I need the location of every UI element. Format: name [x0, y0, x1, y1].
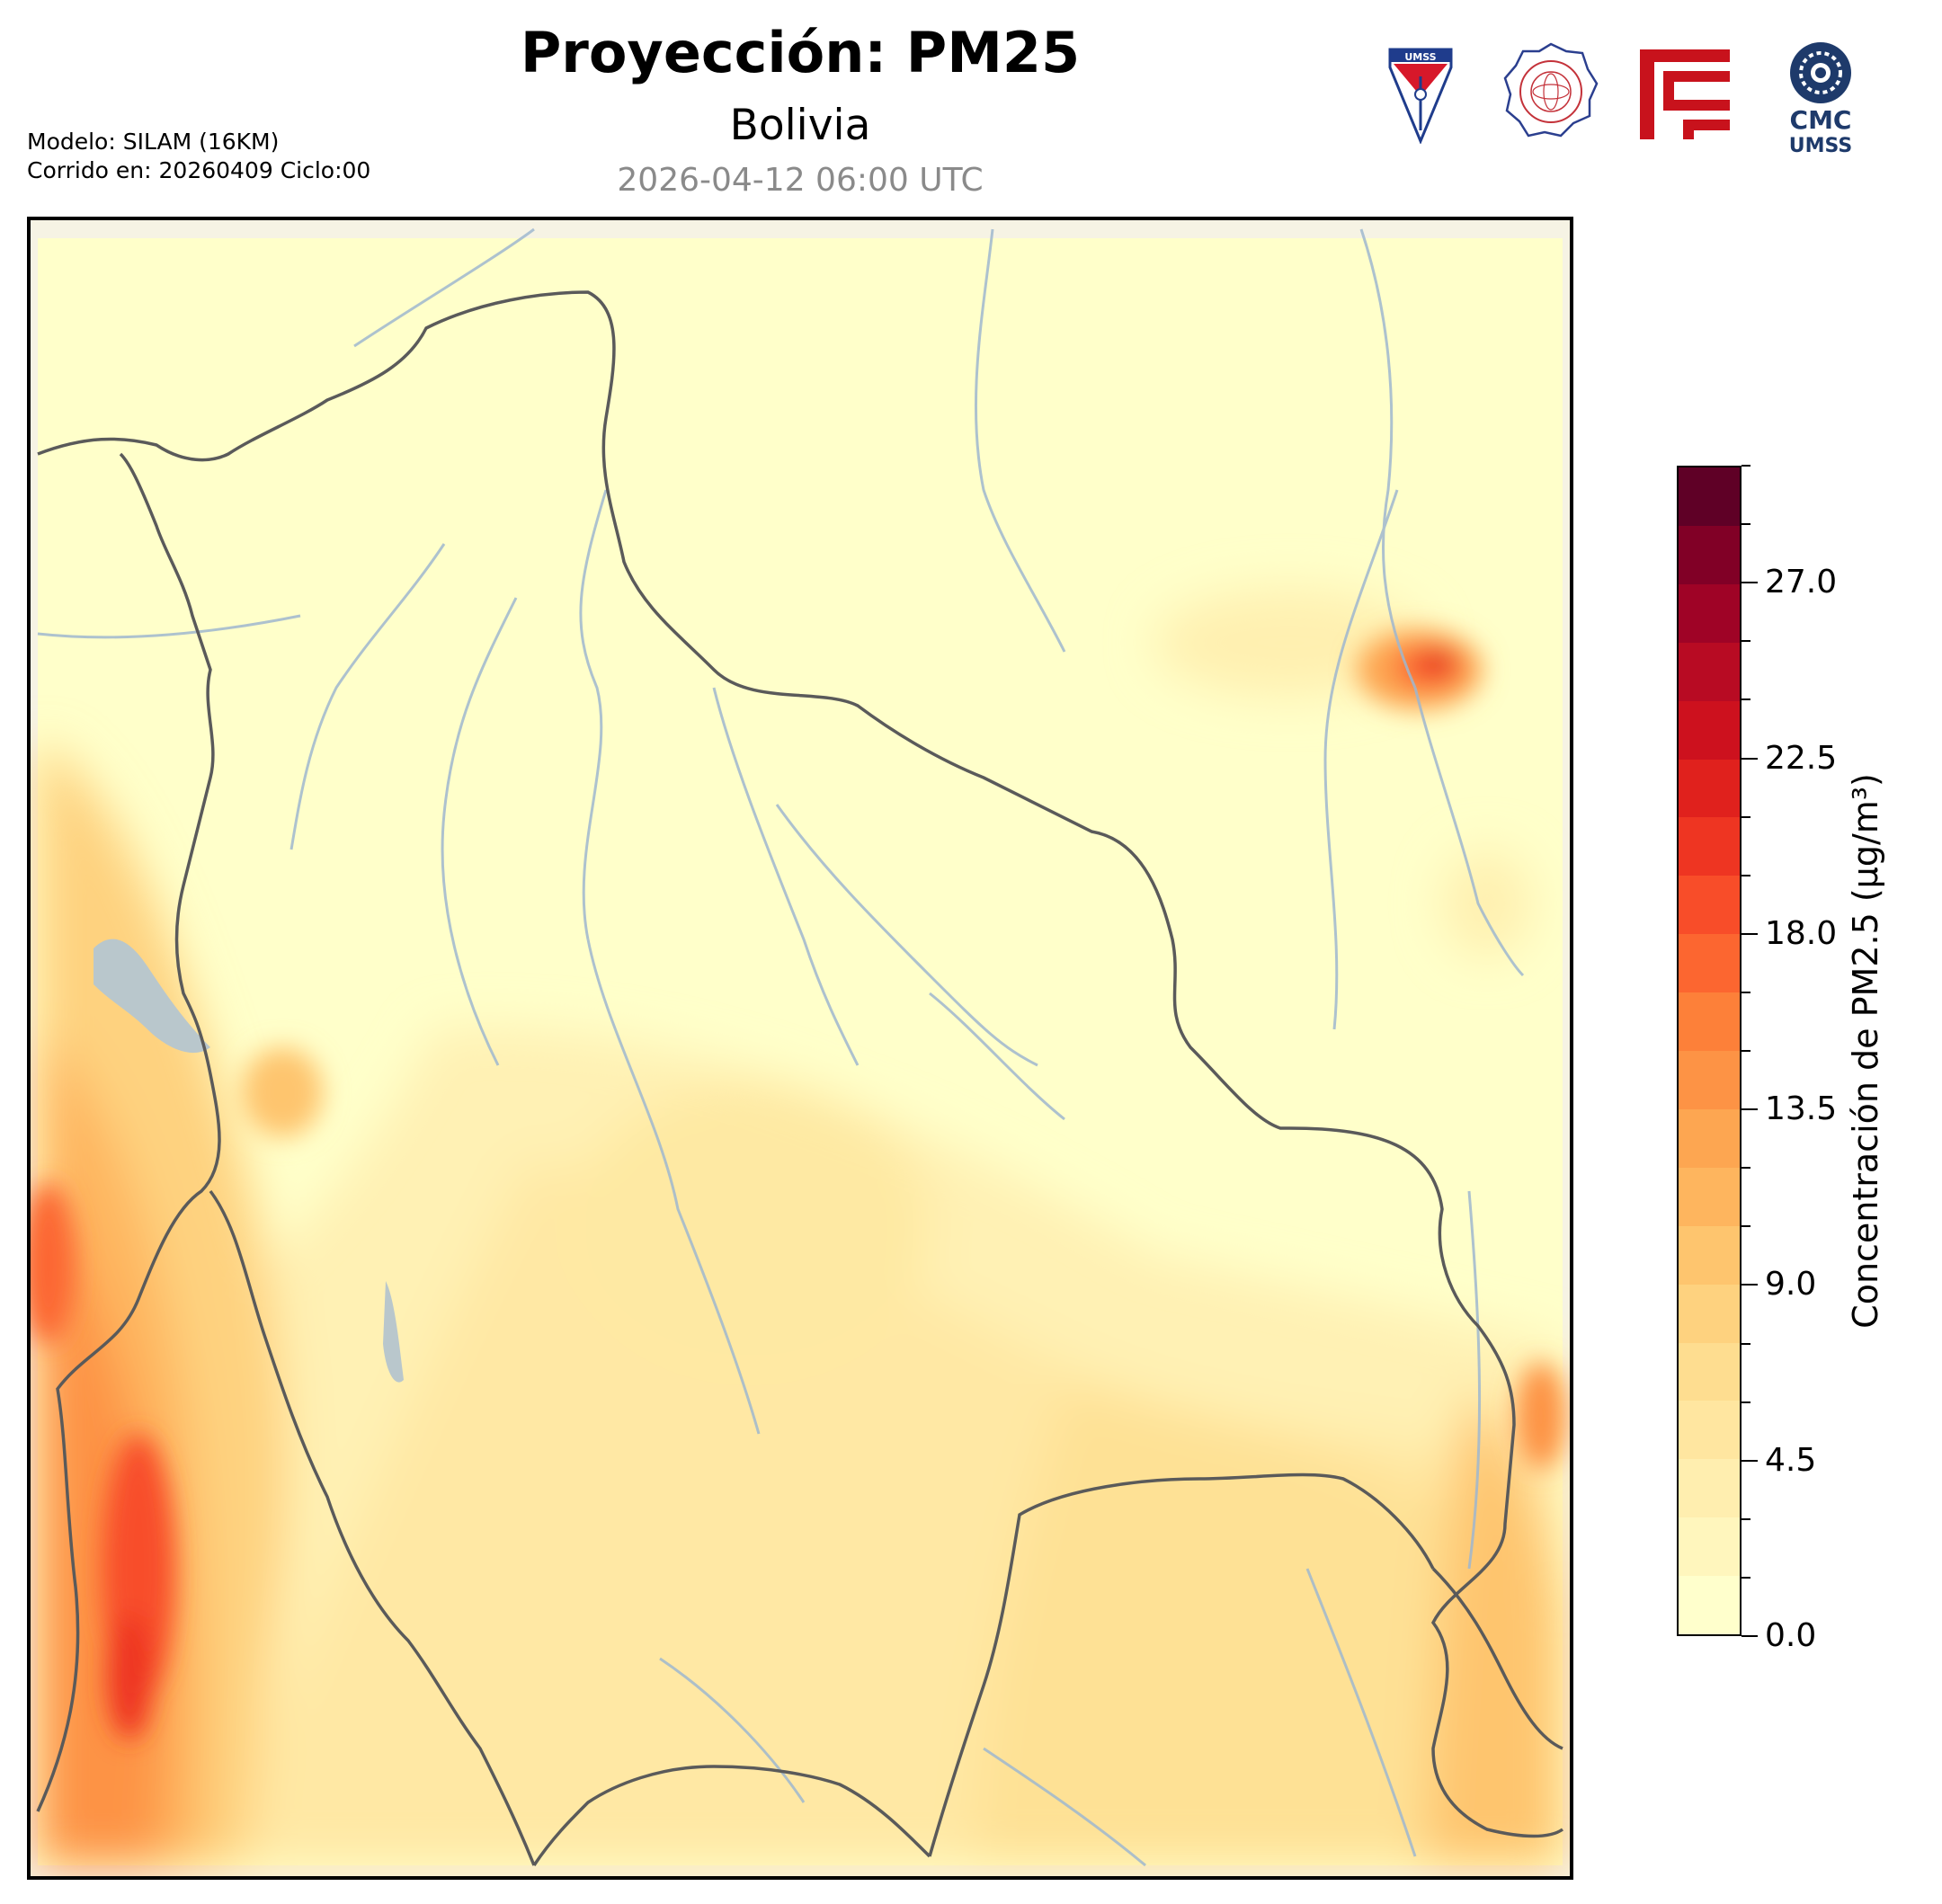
colorbar-segment: [1679, 816, 1740, 876]
colorbar-major-tick: [1742, 1635, 1758, 1637]
departamento-fisica-seal-logo: [1503, 42, 1599, 138]
svg-text:UMSS: UMSS: [1789, 135, 1852, 157]
map-subtitle: Bolivia: [729, 101, 871, 150]
colorbar-major-tick: [1742, 582, 1758, 584]
svg-text:CMC: CMC: [1790, 105, 1852, 135]
colorbar-segment: [1679, 699, 1740, 760]
colorbar-segment: [1679, 992, 1740, 1051]
model-info: Modelo: SILAM (16KM) Corrido en: 2026040…: [27, 128, 370, 185]
colorbar-segment: [1679, 1341, 1740, 1401]
colorbar-segment: [1679, 758, 1740, 818]
valid-time: 2026-04-12 06:00 UTC: [617, 162, 984, 199]
colorbar-segment: [1679, 933, 1740, 993]
lake-titicaca: [94, 939, 210, 1054]
colorbar-minor-tick: [1742, 523, 1750, 526]
colorbar-minor-tick: [1742, 1342, 1750, 1345]
colorbar-tick-label: 27.0: [1765, 564, 1838, 601]
svg-text:UMSS: UMSS: [1404, 51, 1436, 63]
map-title: Proyección: PM25: [520, 20, 1081, 85]
colorbar-minor-tick: [1742, 815, 1750, 818]
rivers: [37, 227, 1525, 1867]
colorbar-minor-tick: [1742, 1225, 1750, 1228]
national-borders: [36, 290, 1564, 1866]
pm25-map: [27, 217, 1573, 1880]
colorbar-minor-tick: [1742, 465, 1750, 467]
colorbar-minor-tick: [1742, 1517, 1750, 1520]
colorbar-tick-label: 0.0: [1765, 1617, 1817, 1654]
umss-shield-logo: UMSS: [1388, 48, 1453, 144]
colorbar-segment: [1679, 641, 1740, 701]
colorbar-minor-tick: [1742, 1576, 1750, 1579]
colorbar-major-tick: [1742, 1284, 1758, 1286]
colorbar: [1677, 466, 1742, 1636]
run-line: Corrido en: 20260409 Ciclo:00: [27, 157, 371, 183]
colorbar-tick-label: 9.0: [1765, 1266, 1817, 1303]
colorbar-tick-label: 22.5: [1765, 739, 1838, 777]
colorbar-tick-label: 13.5: [1765, 1090, 1838, 1128]
colorbar-segment: [1679, 1575, 1740, 1634]
colorbar-segment: [1679, 1400, 1740, 1460]
lake-poopo: [383, 1281, 404, 1383]
colorbar-segment: [1679, 1050, 1740, 1109]
colorbar-major-tick: [1742, 932, 1758, 935]
logo-strip: UMSS CMC UMSS: [1376, 40, 1879, 157]
pm25-hotspots: [31, 629, 1566, 1739]
colorbar-label: Concentración de PM2.5 (µg/m³): [1846, 773, 1885, 1329]
red-geometric-logo: [1640, 49, 1730, 139]
colorbar-major-tick: [1742, 1108, 1758, 1111]
colorbar-tick-label: 18.0: [1765, 914, 1838, 952]
model-line: Modelo: SILAM (16KM): [27, 129, 280, 155]
colorbar-major-tick: [1742, 757, 1758, 760]
colorbar-segment: [1679, 1108, 1740, 1168]
colorbar-minor-tick: [1742, 1401, 1750, 1403]
colorbar-tick-label: 4.5: [1765, 1441, 1817, 1479]
colorbar-segment: [1679, 1517, 1740, 1577]
colorbar-segment: [1679, 1224, 1740, 1285]
colorbar-segment: [1679, 467, 1740, 526]
colorbar-segment: [1679, 1458, 1740, 1518]
colorbar-minor-tick: [1742, 874, 1750, 876]
colorbar-minor-tick: [1742, 991, 1750, 993]
colorbar-segment: [1679, 1283, 1740, 1343]
colorbar-segment: [1679, 1166, 1740, 1226]
map-canvas: [31, 227, 1566, 1867]
cmc-umss-logo: CMC UMSS: [1789, 42, 1852, 157]
colorbar-segment: [1679, 524, 1740, 584]
colorbar-minor-tick: [1742, 698, 1750, 701]
colorbar-segment: [1679, 875, 1740, 935]
colorbar-major-tick: [1742, 1459, 1758, 1462]
colorbar-minor-tick: [1742, 1050, 1750, 1052]
colorbar-minor-tick: [1742, 1167, 1750, 1170]
colorbar-segment: [1679, 583, 1740, 643]
colorbar-minor-tick: [1742, 640, 1750, 643]
